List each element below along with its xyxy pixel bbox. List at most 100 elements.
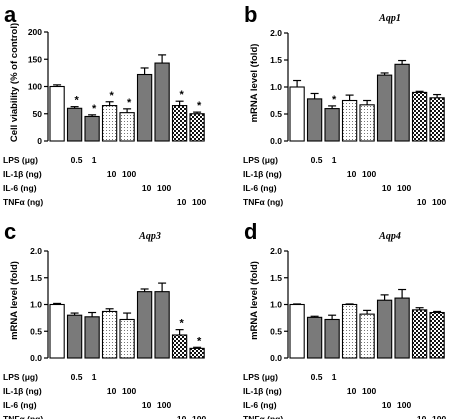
panel-d: d Aqp4 mRNA level (fold) 0.0 0.5 1.0 1.5 2.0 LPS… [243, 219, 446, 419]
y-tick-label: 1.5 [270, 273, 282, 283]
y-tick-label: 0.5 [270, 109, 282, 119]
treatment-dose: 10 [107, 386, 117, 396]
y-tick-label: 0.0 [270, 136, 282, 146]
treatment-row-label: LPS (μg) [243, 372, 278, 382]
treatment-dose: 10 [142, 183, 152, 193]
treatment-dose: 100 [157, 400, 171, 410]
bar-6 [136, 73, 153, 142]
treatment-row-label: IL-6 (ng) [3, 183, 37, 193]
bar-1 [289, 303, 305, 359]
treatment-dose: 1 [92, 155, 97, 165]
significance-star: * [179, 89, 184, 101]
panel-letter: d [244, 219, 257, 244]
y-tick-label: 2.0 [30, 246, 42, 256]
treatment-dose: 10 [107, 169, 117, 179]
bar-6 [376, 299, 393, 359]
bar-2 [306, 316, 323, 359]
treatment-dose: 10 [142, 400, 152, 410]
significance-star: * [332, 94, 337, 106]
treatment-row-label: LPS (μg) [3, 155, 38, 165]
bar-5 [359, 313, 375, 359]
treatment-dose: 0.5 [71, 372, 83, 382]
bar-7 [154, 291, 170, 359]
y-tick-label: 150 [28, 54, 42, 64]
treatment-dose: 10 [417, 197, 427, 207]
bar-8 [171, 105, 188, 142]
treatment-dose: 100 [397, 183, 411, 193]
bar-1 [49, 85, 65, 142]
y-tick-label: 200 [28, 27, 42, 37]
y-tick-label: 2.0 [270, 246, 282, 256]
significance-star: * [127, 97, 132, 109]
bar-2 [66, 314, 83, 359]
bar-2 [306, 98, 323, 142]
y-axis-title: mRNA level (fold) [249, 44, 260, 123]
treatment-dose: 0.5 [311, 372, 323, 382]
bar-9 [429, 311, 445, 359]
treatment-dose: 100 [432, 414, 446, 419]
bar-6 [136, 291, 153, 359]
treatment-dose: 0.5 [311, 155, 323, 165]
treatment-row-label: IL-1β (ng) [3, 386, 42, 396]
treatment-dose: 10 [417, 414, 427, 419]
y-axis-title: mRNA level (fold) [9, 261, 20, 340]
bar-3 [84, 115, 100, 142]
bar-3 [84, 316, 100, 359]
y-tick-label: 100 [28, 82, 42, 92]
treatment-dose: 10 [382, 400, 392, 410]
treatment-dose: 10 [347, 386, 357, 396]
bar-4 [341, 303, 358, 359]
bar-8 [411, 91, 428, 142]
treatment-row-label: IL-1β (ng) [3, 169, 42, 179]
treatment-dose: 100 [397, 400, 411, 410]
treatment-dose: 1 [332, 155, 337, 165]
panel-letter: b [244, 2, 257, 27]
bar-2 [66, 107, 83, 142]
significance-star: * [179, 318, 184, 330]
bar-4 [101, 105, 118, 142]
treatment-dose: 100 [362, 386, 376, 396]
y-tick-label: 50 [33, 109, 43, 119]
bar-7 [154, 62, 170, 142]
treatment-dose: 10 [177, 197, 187, 207]
significance-star: * [197, 100, 202, 112]
y-tick-label: 0.5 [30, 326, 42, 336]
y-tick-label: 1.0 [270, 82, 282, 92]
bar-7 [394, 63, 410, 142]
bar-1 [289, 86, 305, 142]
y-tick-label: 1.5 [30, 273, 42, 283]
treatment-row-label: TNFα (ng) [243, 197, 283, 207]
bar-7 [394, 297, 410, 359]
treatment-dose: 100 [362, 169, 376, 179]
bar-5 [119, 318, 135, 359]
bar-8 [171, 334, 188, 359]
treatment-dose: 100 [192, 414, 206, 419]
treatment-row-label: IL-6 (ng) [243, 400, 277, 410]
bar-5 [359, 104, 375, 142]
y-tick-label: 1.0 [30, 300, 42, 310]
panel-letter: c [4, 219, 16, 244]
treatment-dose: 10 [347, 169, 357, 179]
y-tick-label: 0.0 [30, 353, 42, 363]
treatment-dose: 10 [177, 414, 187, 419]
y-tick-label: 2.0 [270, 28, 282, 38]
significance-star: * [109, 90, 114, 102]
treatment-row-label: TNFα (ng) [3, 197, 43, 207]
treatment-dose: 1 [92, 372, 97, 382]
y-axis-title: mRNA level (fold) [249, 261, 260, 340]
panel-title: Aqp1 [378, 13, 401, 24]
treatment-dose: 0.5 [71, 155, 83, 165]
bar-4 [341, 99, 358, 142]
treatment-row-label: LPS (μg) [3, 372, 38, 382]
bar-9 [429, 97, 445, 142]
y-tick-label: 1.0 [270, 300, 282, 310]
bar-1 [49, 303, 65, 359]
treatment-dose: 100 [122, 386, 136, 396]
treatment-row-label: TNFα (ng) [3, 414, 43, 419]
bar-3 [324, 108, 340, 142]
y-tick-label: 0.5 [270, 326, 282, 336]
significance-star: * [74, 95, 79, 107]
y-tick-label: 0.0 [270, 353, 282, 363]
